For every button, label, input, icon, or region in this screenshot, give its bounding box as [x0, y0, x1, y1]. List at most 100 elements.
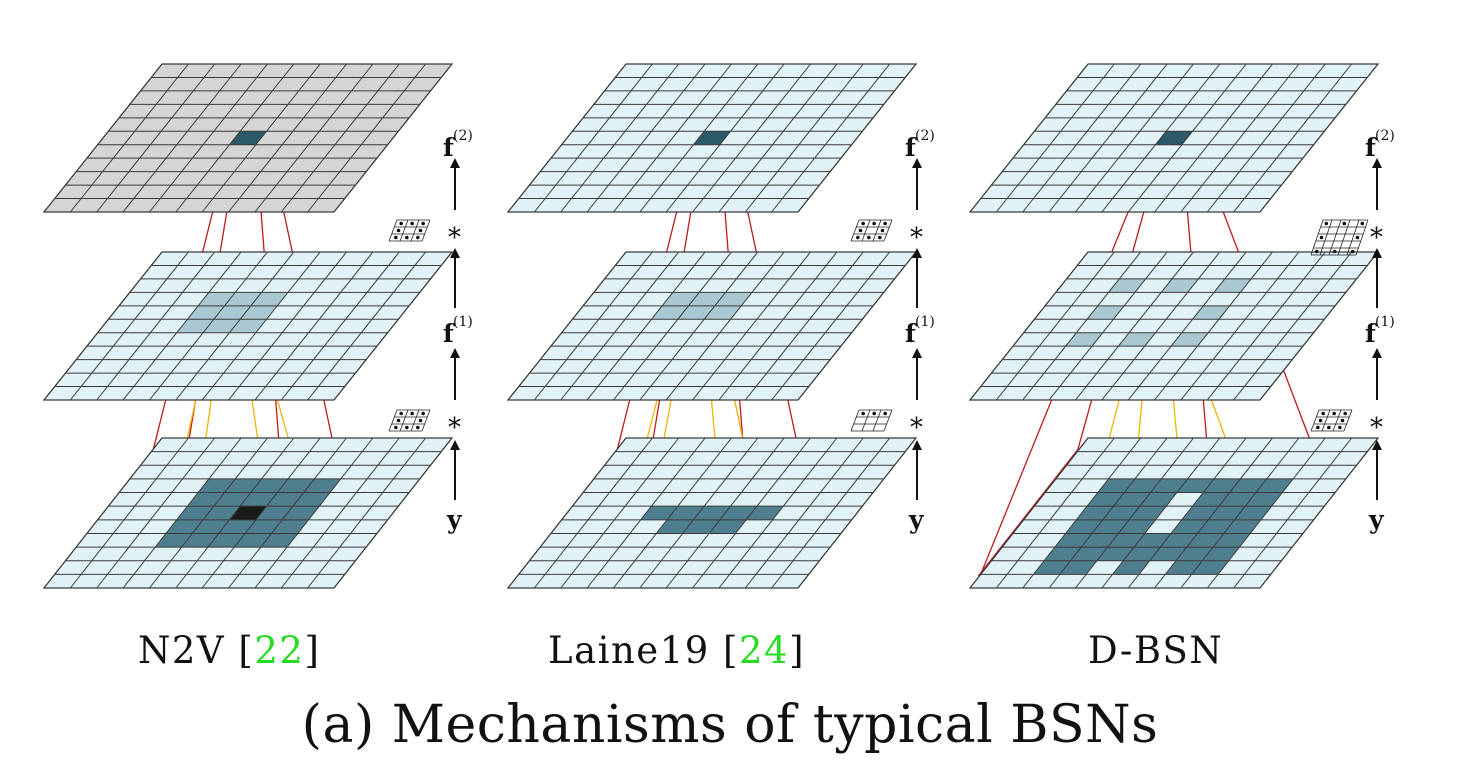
axis-1: y*f (1)*f (2)	[850, 128, 935, 534]
feature2-layer-2	[968, 63, 1380, 213]
feature-cell	[1118, 332, 1156, 347]
receptive-cell	[1102, 506, 1140, 520]
label-y: y	[1368, 505, 1385, 534]
receptive-cell	[224, 478, 262, 493]
label-f2-sup: (2)	[453, 128, 473, 144]
receptive-cell	[719, 506, 757, 520]
caption-laine19-cite: 24	[739, 629, 789, 672]
receptive-cell	[1213, 533, 1251, 548]
output-cell	[1155, 131, 1193, 145]
receptive-cell	[1192, 492, 1230, 507]
feature1-layer-1	[506, 251, 918, 401]
receptive-cell	[640, 506, 678, 520]
main-caption: (a) Mechanisms of typical BSNs	[302, 695, 1159, 755]
feature-cell	[1108, 278, 1146, 293]
receptive-cell	[240, 492, 278, 507]
label-f1-sup: (1)	[1375, 314, 1395, 330]
receptive-cell	[1160, 533, 1198, 548]
label-y: y	[446, 505, 463, 534]
receptive-cell	[1171, 519, 1209, 534]
feature-cell	[198, 292, 236, 306]
receptive-cell	[181, 533, 219, 548]
receptive-cell	[1129, 506, 1167, 520]
feature-cell	[176, 319, 214, 333]
kernel-icon	[1310, 219, 1369, 256]
receptive-cell	[1150, 478, 1188, 493]
receptive-cell	[255, 506, 293, 520]
conv-symbol: *	[448, 413, 461, 443]
receptive-cell	[1081, 533, 1119, 548]
label-f2-sup: (2)	[1375, 128, 1395, 144]
arrow-icon	[912, 348, 922, 358]
caption-n2v-name: N2V	[138, 629, 225, 672]
receptive-cell	[1076, 506, 1114, 520]
arrow-icon	[1372, 440, 1382, 450]
arrow-icon	[450, 440, 460, 450]
feature-cell	[688, 292, 726, 306]
feature-cell	[662, 292, 700, 306]
conv-symbol: *	[910, 223, 923, 253]
receptive-cell	[187, 492, 225, 507]
receptive-cell	[656, 519, 694, 534]
label-f1-sup: (1)	[915, 314, 935, 330]
arrow-icon	[912, 248, 922, 258]
label-f1-sup: (1)	[453, 314, 473, 330]
receptive-cell	[709, 519, 747, 534]
feature-cell	[1161, 278, 1199, 293]
feature-cell	[250, 292, 288, 306]
receptive-cell	[1181, 506, 1219, 520]
receptive-cell	[213, 492, 251, 507]
output-cell	[229, 131, 267, 145]
label-f1: f	[1365, 319, 1378, 348]
receptive-cell	[1059, 560, 1097, 575]
label-f1: f	[443, 319, 456, 348]
conv-symbol: *	[910, 413, 923, 443]
receptive-cell	[218, 519, 256, 534]
caption-n2v-cite: 22	[254, 629, 304, 672]
receptive-cell	[1256, 478, 1294, 493]
arrow-icon	[1372, 348, 1382, 358]
receptive-cell	[1218, 492, 1256, 507]
label-f2-sup: (2)	[915, 128, 935, 144]
conv-symbol: *	[448, 223, 461, 253]
arrow-icon	[450, 248, 460, 258]
receptive-cell	[1112, 560, 1150, 575]
receptive-cell	[1107, 533, 1145, 548]
receptive-cell	[1203, 478, 1241, 493]
axis-2: y*f (1)*f (2)	[1310, 128, 1395, 534]
receptive-cell	[1139, 492, 1177, 507]
receptive-cell	[1202, 547, 1240, 561]
feature1-layer-2	[968, 251, 1380, 401]
receptive-cell	[192, 519, 230, 534]
receptive-cell	[1124, 478, 1162, 493]
receptive-cell	[1229, 478, 1267, 493]
receptive-cell	[1113, 492, 1151, 507]
feature-cell	[714, 292, 752, 306]
label-y: y	[908, 505, 925, 534]
receptive-cell	[166, 519, 204, 534]
receptive-cell	[1096, 547, 1134, 561]
receptive-cell	[1087, 492, 1125, 507]
kernel-icon	[850, 219, 893, 242]
receptive-cell	[667, 506, 705, 520]
receptive-cell	[1165, 560, 1203, 575]
arrow-icon	[450, 158, 460, 168]
receptive-cell	[1149, 547, 1187, 561]
receptive-cell	[1208, 506, 1246, 520]
receptive-cell	[250, 478, 288, 493]
caption-dbsn-name: D-BSN	[1088, 629, 1223, 672]
blind-spot-cell	[229, 506, 267, 520]
caption-dbsn: D-BSN	[1088, 629, 1223, 672]
receptive-cell	[1092, 519, 1130, 534]
receptive-cell	[1070, 547, 1108, 561]
feature2-layer-0	[42, 63, 454, 213]
receptive-cell	[1065, 519, 1103, 534]
receptive-cell	[1118, 519, 1156, 534]
axis-0: y*f (1)*f (2)	[388, 128, 473, 534]
receptive-cell	[693, 506, 731, 520]
feature-cell	[677, 305, 715, 320]
receptive-cell	[303, 478, 341, 493]
kernel-icon	[388, 409, 431, 432]
receptive-cell	[1186, 533, 1224, 548]
